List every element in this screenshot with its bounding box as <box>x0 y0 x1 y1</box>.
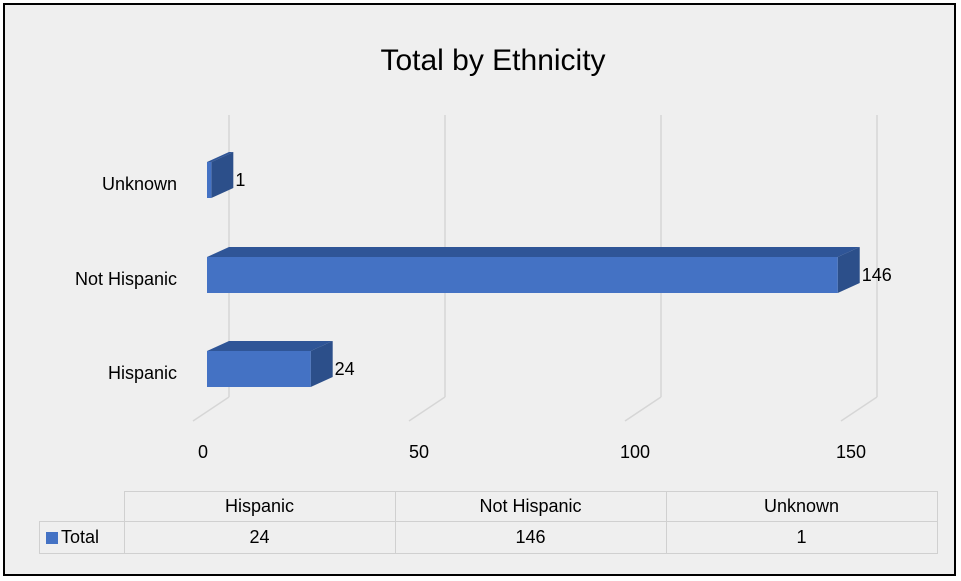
bar <box>207 162 212 198</box>
labels: 0 50 100 150 24 Hispanic 146 Not Hispanic 1 Unkno… <box>75 170 892 462</box>
bar <box>207 257 838 293</box>
data-table-cell: 24 <box>123 521 396 554</box>
floor-gridline <box>192 396 230 422</box>
legend-entry: Total <box>39 521 125 554</box>
floor-gridline <box>408 396 446 422</box>
data-label: 24 <box>335 359 355 379</box>
floor-gridline <box>840 396 878 422</box>
y-category-label: Unknown <box>102 174 177 194</box>
x-tick-label: 100 <box>620 442 650 462</box>
chart-title: Total by Ethnicity <box>380 44 605 77</box>
chart-area: Total by Ethnicity 0 50 100 150 24 Hispanic 14… <box>75 44 892 462</box>
bar-side <box>837 247 860 293</box>
y-category-label: Not Hispanic <box>75 269 177 289</box>
legend-key-icon <box>46 532 58 544</box>
bar-top <box>207 341 333 351</box>
bar-side <box>310 341 333 387</box>
data-table-header: Unknown <box>665 491 938 522</box>
bars <box>207 152 860 387</box>
x-tick-label: 50 <box>409 442 429 462</box>
data-table-header: Hispanic <box>123 491 396 522</box>
x-tick-label: 150 <box>836 442 866 462</box>
data-table-cell: 146 <box>394 521 667 554</box>
data-label: 1 <box>235 170 245 190</box>
bar-top <box>207 247 860 257</box>
legend-label: Total <box>61 527 100 547</box>
data-table-corner <box>39 491 125 522</box>
x-tick-label: 0 <box>198 442 208 462</box>
data-table-header: Not Hispanic <box>394 491 667 522</box>
floor-gridline <box>624 396 662 422</box>
data-table-header-row: Hispanic Not Hispanic Unknown <box>39 491 938 522</box>
chart-frame: Total by Ethnicity 0 50 100 150 24 Hispanic 14… <box>3 3 956 576</box>
bar <box>207 351 311 387</box>
data-table-cell: 1 <box>665 521 938 554</box>
y-category-label: Hispanic <box>108 363 177 383</box>
data-table-row: Total 24 146 1 <box>39 521 938 554</box>
data-table: Hispanic Not Hispanic Unknown Total 24 1… <box>39 491 938 554</box>
bar-side <box>211 152 234 198</box>
data-label: 146 <box>862 265 892 285</box>
bar-top <box>207 152 234 162</box>
